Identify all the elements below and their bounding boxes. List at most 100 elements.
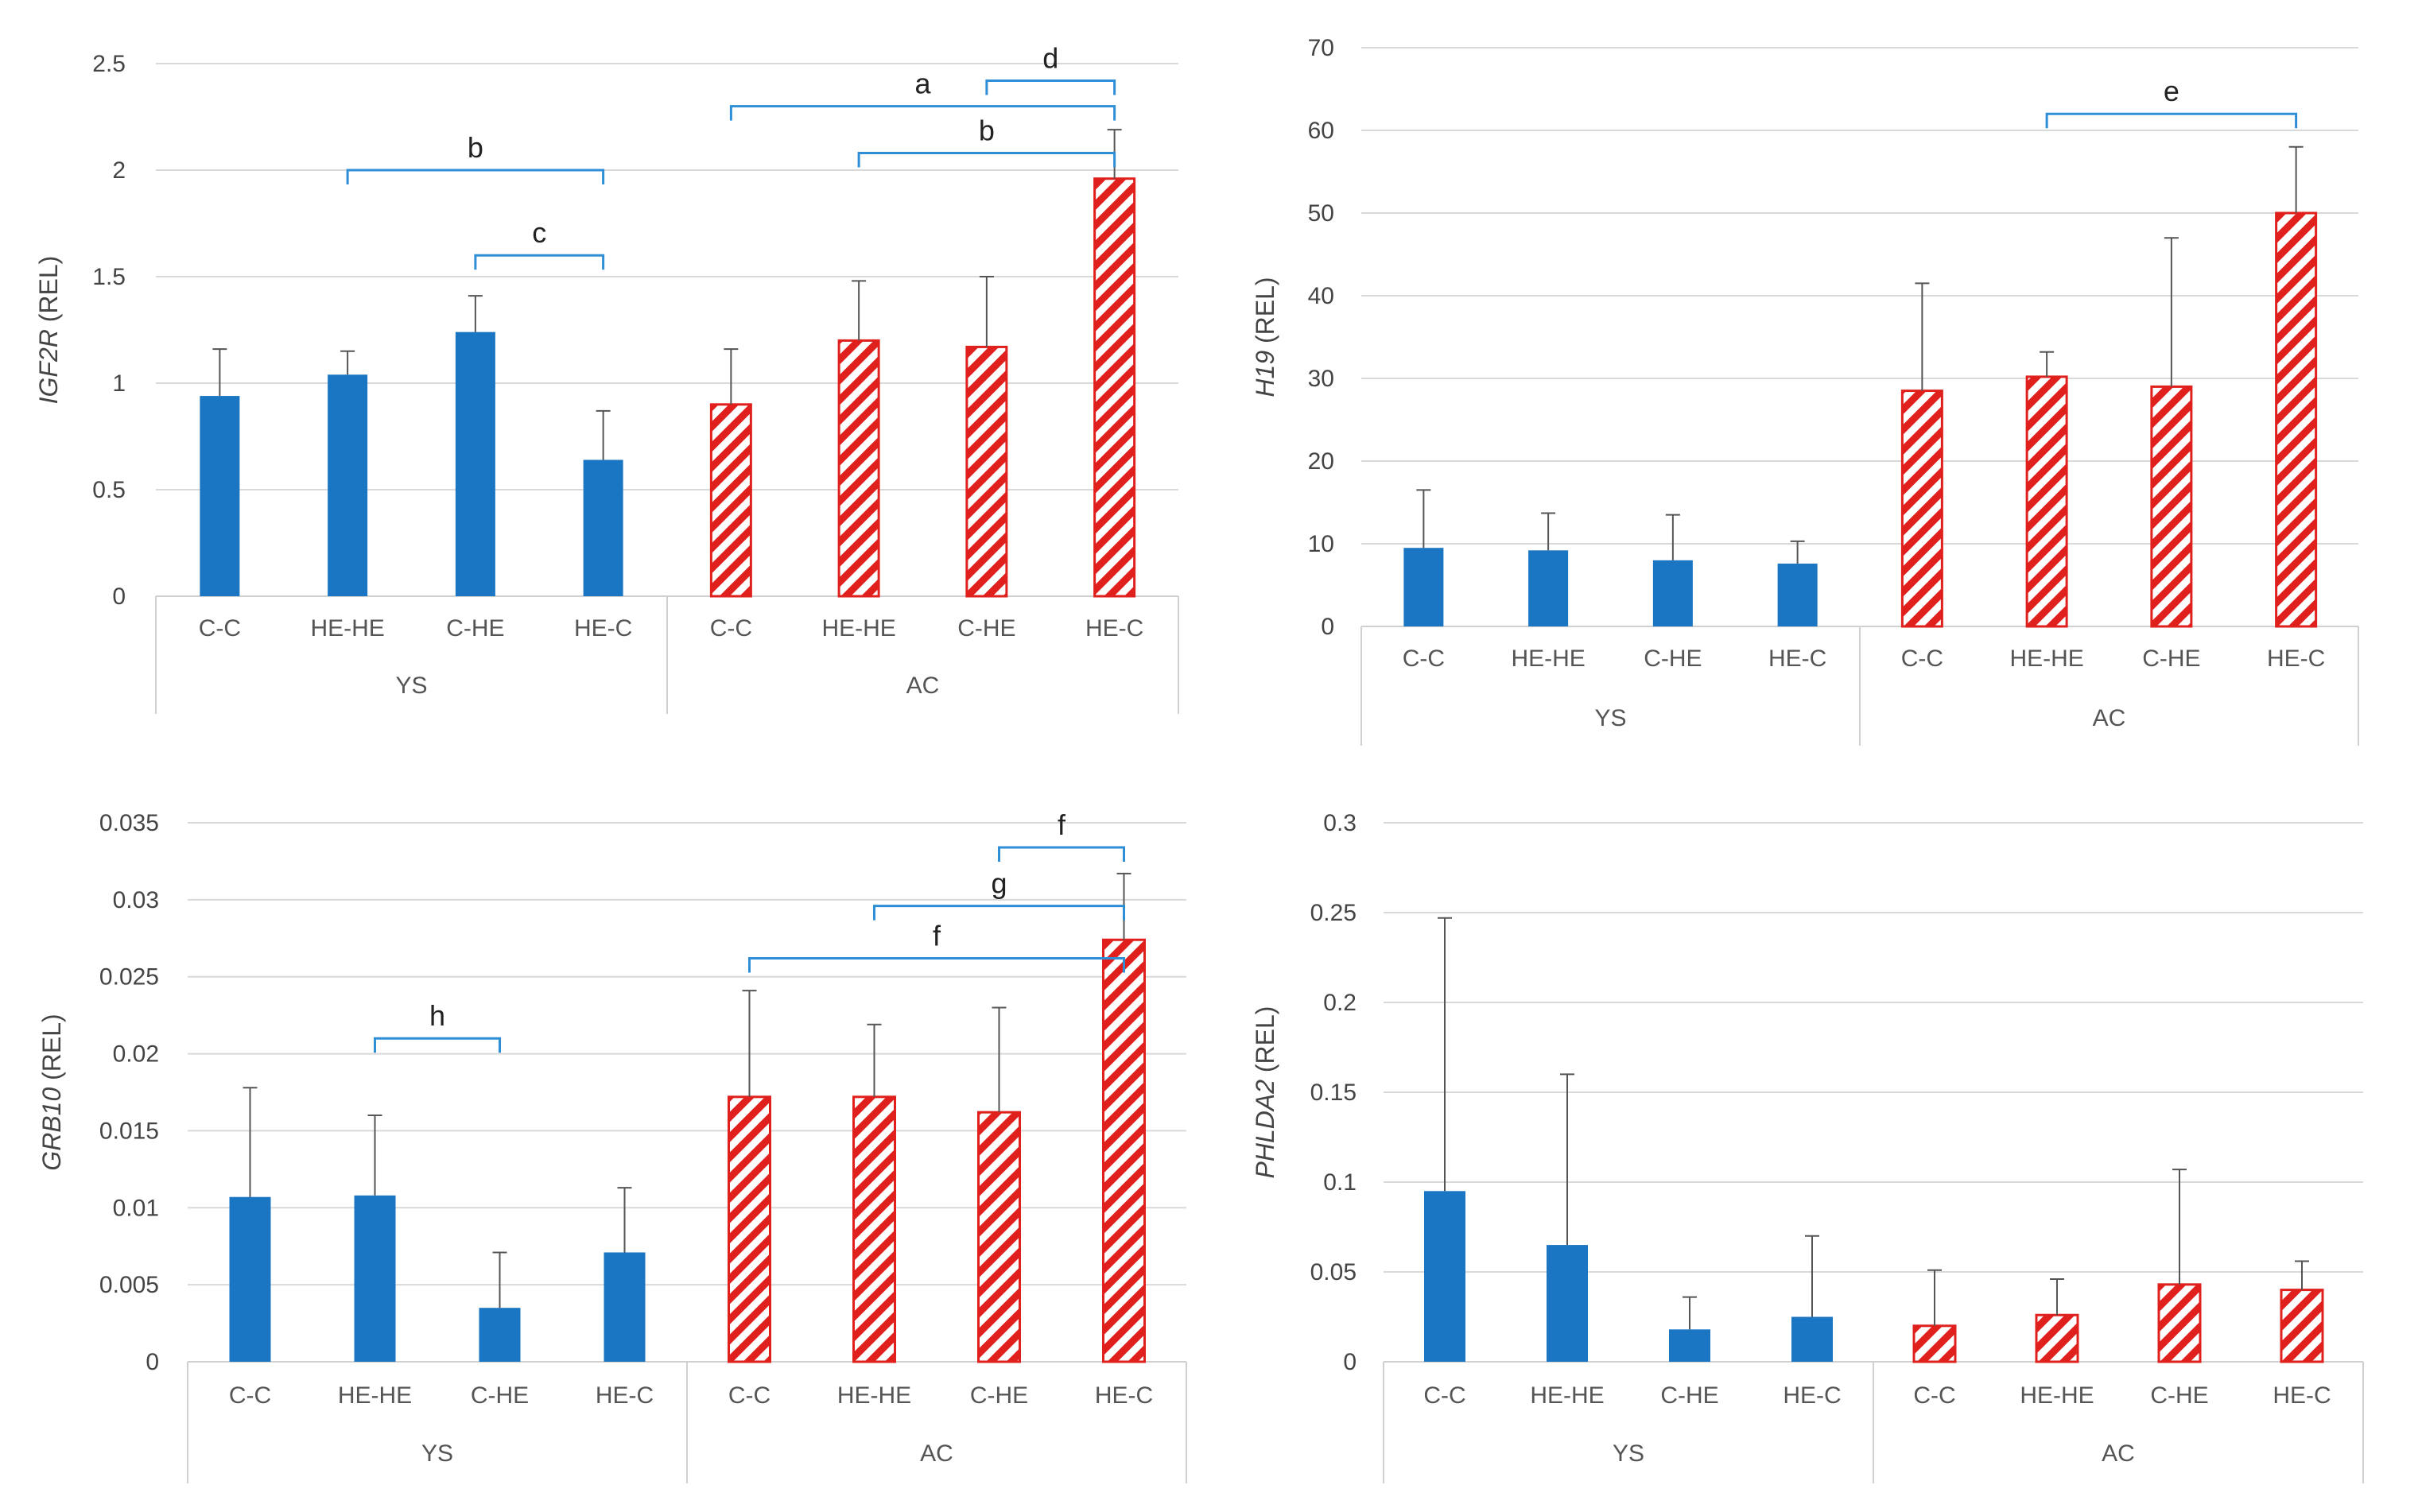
y-tick-label: 1.5	[92, 264, 126, 290]
bar	[1528, 550, 1568, 626]
bar	[2152, 386, 2191, 626]
y-tick-label: 0.5	[92, 477, 126, 503]
bar	[2027, 377, 2067, 626]
y-tick-label: 0.15	[1310, 1080, 1357, 1106]
group-label: YS	[1594, 705, 1626, 731]
bar	[2276, 213, 2316, 626]
significance-bracket	[999, 847, 1124, 862]
bar	[2281, 1290, 2323, 1362]
bar	[1095, 179, 1135, 596]
y-tick-label: 2	[112, 157, 126, 184]
category-label: C-HE	[2142, 646, 2200, 672]
significance-letter: a	[914, 68, 931, 100]
y-tick-label: 10	[1308, 531, 1334, 557]
significance-bracket	[859, 153, 1115, 168]
bar	[200, 396, 239, 596]
category-label: C-C	[1423, 1382, 1465, 1409]
y-tick-label: 0.1	[1323, 1169, 1357, 1196]
chart-phlda2: 0 0.05 0.1 0.15 0.2 0.25 0.3 C-C HE-HE C-HE HE-C C-…	[1251, 810, 2363, 1483]
y-axis-label-gene: GRB10	[37, 1087, 66, 1171]
y-axis-label-unit: (REL)	[34, 256, 63, 329]
y-tick-label: 2.5	[92, 51, 126, 77]
y-tick-label: 0.25	[1310, 900, 1357, 926]
category-label: C-C	[1901, 646, 1943, 672]
group-label: AC	[2093, 705, 2126, 731]
significance-bracket	[987, 80, 1115, 95]
y-axis-label: H19 (REL)	[1251, 277, 1279, 397]
category-label: C-C	[229, 1382, 271, 1409]
y-axis-label-gene: PHLDA2	[1251, 1080, 1279, 1179]
bar	[604, 1252, 646, 1362]
category-label: HE-C	[1783, 1382, 1841, 1409]
bar	[711, 405, 751, 596]
bar	[1403, 548, 1443, 626]
category-label: HE-HE	[837, 1382, 911, 1409]
bar	[1669, 1329, 1710, 1362]
group-label: YS	[421, 1440, 453, 1467]
bar	[1653, 560, 1693, 626]
y-axis-label: IGF2R (REL)	[34, 256, 63, 405]
bar	[328, 374, 367, 596]
group-label: AC	[920, 1440, 953, 1467]
significance-bracket	[475, 255, 604, 269]
bar	[1778, 564, 1818, 626]
significance-bracket	[347, 170, 604, 184]
category-label: HE-HE	[821, 615, 895, 642]
chart-grb10: 0 0.005 0.01 0.015 0.02 0.025 0.03 0.035 C-C HE-H…	[37, 808, 1186, 1483]
bar	[1424, 1191, 1465, 1362]
bar	[1547, 1245, 1588, 1362]
y-tick-label: 0	[146, 1349, 159, 1375]
y-axis-label-unit: (REL)	[37, 1014, 66, 1087]
y-axis-label-gene: IGF2R	[34, 329, 63, 404]
y-axis-label-gene: H19	[1251, 351, 1279, 397]
y-tick-label: 0.3	[1323, 810, 1357, 836]
category-label: HE-HE	[310, 615, 384, 642]
bar	[355, 1196, 396, 1362]
significance-letter: h	[429, 999, 445, 1032]
category-label: HE-C	[1085, 615, 1143, 642]
bar	[979, 1112, 1020, 1362]
y-axis-label-unit: (REL)	[1251, 277, 1279, 350]
y-tick-label: 0.005	[99, 1272, 159, 1298]
category-label: HE-HE	[1511, 646, 1585, 672]
significance-bracket	[750, 958, 1124, 972]
bar	[839, 340, 879, 596]
group-label: AC	[2102, 1440, 2135, 1467]
category-label: HE-C	[1095, 1382, 1153, 1409]
y-tick-label: 30	[1308, 366, 1334, 392]
significance-letter: b	[979, 114, 995, 147]
chart-igf2r: 0 0.5 1 1.5 2 2.5 C-C HE-HE C-HE HE-C C-C HE-HE C-HE…	[34, 41, 1178, 714]
bar	[1104, 940, 1145, 1362]
bar	[479, 1308, 521, 1362]
y-tick-label: 0.015	[99, 1118, 159, 1144]
significance-bracket	[2047, 114, 2296, 128]
y-axis-label: PHLDA2 (REL)	[1251, 1006, 1279, 1179]
category-label: C-HE	[1660, 1382, 1718, 1409]
group-label: AC	[906, 673, 940, 699]
significance-letter: c	[532, 216, 546, 249]
y-tick-label: 70	[1308, 35, 1334, 61]
category-label: C-HE	[1644, 646, 1702, 672]
category-label: HE-HE	[2020, 1382, 2094, 1409]
bar	[1914, 1326, 1955, 1362]
bar	[230, 1197, 271, 1362]
category-label: C-C	[1403, 646, 1445, 672]
bar	[456, 332, 495, 596]
bar	[1791, 1317, 1833, 1363]
bar	[967, 347, 1007, 596]
significance-letter: e	[2164, 75, 2179, 107]
y-axis-label-unit: (REL)	[1251, 1006, 1279, 1080]
y-tick-label: 0.05	[1310, 1259, 1357, 1285]
y-tick-label: 50	[1308, 200, 1334, 227]
category-label: C-HE	[2150, 1382, 2208, 1409]
bar	[1902, 391, 1942, 626]
y-tick-label: 0.2	[1323, 990, 1357, 1016]
y-tick-label: 0.035	[99, 810, 159, 836]
significance-bracket	[731, 107, 1114, 121]
y-tick-label: 0.01	[113, 1195, 159, 1221]
significance-letter: b	[468, 131, 483, 164]
significance-letter: f	[933, 919, 941, 952]
category-label: HE-C	[2267, 646, 2325, 672]
category-label: C-HE	[970, 1382, 1028, 1409]
y-tick-label: 1	[112, 370, 126, 397]
